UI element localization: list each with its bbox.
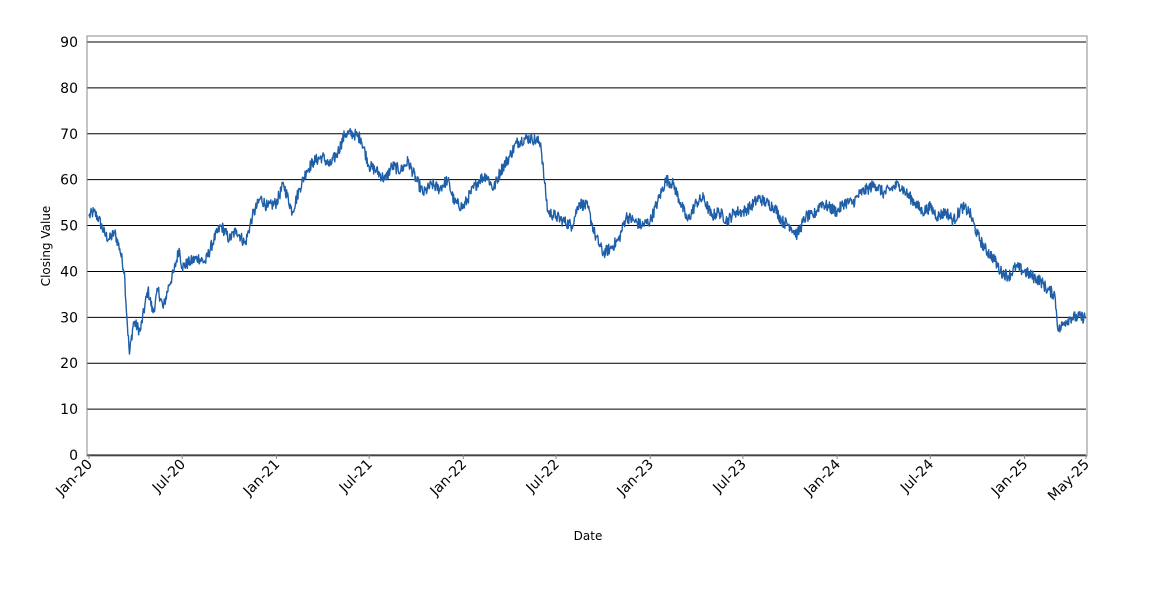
y-tick-label: 50 <box>60 219 78 235</box>
y-axis-tick-labels: 0 10 20 30 40 50 60 70 80 90 <box>60 35 78 464</box>
y-tick-label: 10 <box>60 402 78 418</box>
x-axis-tick-labels: Jan-20 Jul-20 Jan-21 Jul-21 Jan-22 Jul-22 Jan-… <box>52 455 1093 505</box>
series-line <box>88 127 1087 355</box>
y-tick-label: 60 <box>60 173 78 189</box>
y-tick-label: 40 <box>60 264 78 280</box>
y-tick-label: 90 <box>60 35 78 51</box>
x-tick-label: Jan-23 <box>614 457 657 500</box>
y-tick-label: 30 <box>60 310 78 326</box>
y-tick-label: 80 <box>60 81 78 97</box>
y-tick-label: 70 <box>60 127 78 143</box>
x-tick-label: Jan-24 <box>801 456 845 500</box>
plot-frame <box>86 35 1088 457</box>
x-tick-label: Jul-24 <box>897 456 937 496</box>
gridlines <box>87 41 1086 456</box>
x-tick-label: Jul-22 <box>523 457 563 497</box>
x-tick-label: Jan-21 <box>240 457 283 500</box>
x-tick-label: Jan-25 <box>988 457 1031 500</box>
x-tick-label: Jan-22 <box>427 457 470 500</box>
y-tick-label: 20 <box>60 356 78 372</box>
x-tick-label: Jul-21 <box>336 457 376 497</box>
x-tick-label: May-25 <box>1045 457 1093 505</box>
x-tick-label: Jul-23 <box>710 457 750 497</box>
x-tick-label: Jul-20 <box>149 457 189 497</box>
x-axis-title: Date <box>574 529 603 543</box>
y-axis-title: Closing Value <box>39 206 53 287</box>
y-tick-label: 0 <box>69 448 78 464</box>
